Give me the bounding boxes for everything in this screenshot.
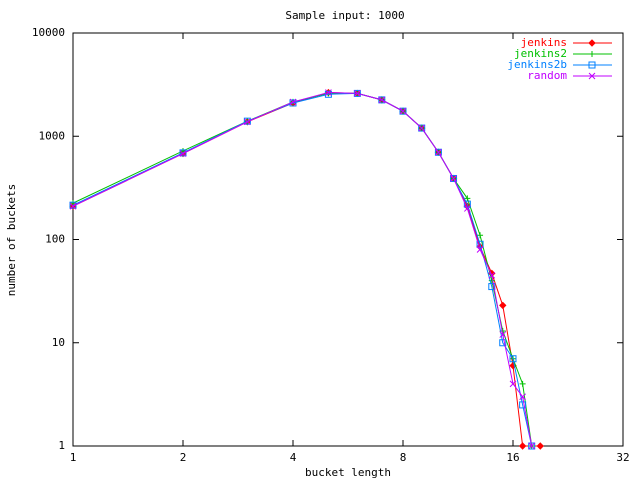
marker xyxy=(488,283,496,291)
marker xyxy=(399,107,407,115)
plot-border xyxy=(72,32,624,447)
series-line xyxy=(72,92,541,447)
y-axis-label: number of buckets xyxy=(5,184,18,297)
marker xyxy=(418,124,426,132)
marker xyxy=(450,174,458,182)
marker xyxy=(509,380,517,388)
marker xyxy=(519,393,526,401)
marker xyxy=(69,202,77,210)
marker xyxy=(399,107,407,115)
x-tick-label: 4 xyxy=(290,451,297,464)
marker xyxy=(463,200,471,208)
marker xyxy=(499,331,507,338)
marker xyxy=(488,271,496,279)
marker xyxy=(528,442,536,450)
marker xyxy=(588,61,596,69)
marker xyxy=(499,339,507,347)
marker xyxy=(519,401,527,409)
y-tick-label: 1 xyxy=(58,439,65,452)
series-line xyxy=(72,92,533,447)
marker xyxy=(476,240,484,248)
marker xyxy=(324,90,332,98)
marker xyxy=(243,118,251,126)
x-tick-label: 2 xyxy=(180,451,187,464)
marker xyxy=(353,90,361,97)
marker xyxy=(588,39,596,47)
y-tick-label: 100 xyxy=(45,233,65,246)
x-tick-label: 32 xyxy=(616,451,629,464)
marker xyxy=(463,205,471,212)
marker xyxy=(243,117,251,125)
marker xyxy=(477,232,484,239)
y-tick-label: 1000 xyxy=(39,129,66,142)
marker xyxy=(450,175,457,182)
marker xyxy=(519,380,526,387)
chart-title: Sample input: 1000 xyxy=(285,9,404,22)
marker xyxy=(378,96,386,104)
x-tick-label: 16 xyxy=(506,451,519,464)
marker xyxy=(589,51,595,57)
marker xyxy=(378,96,386,104)
marker xyxy=(179,149,187,157)
x-tick-label: 8 xyxy=(400,451,407,464)
series-line xyxy=(72,92,533,447)
marker xyxy=(518,442,527,450)
marker xyxy=(536,442,544,450)
marker xyxy=(179,150,187,157)
legend-label: jenkins2 xyxy=(514,47,567,60)
y-tick-label: 10000 xyxy=(32,26,65,39)
marker xyxy=(464,195,471,202)
marker xyxy=(418,124,426,132)
marker xyxy=(325,89,332,96)
marker xyxy=(289,98,297,106)
legend-label: jenkins2b xyxy=(507,58,567,71)
x-axis-label: bucket length xyxy=(305,466,391,479)
legend-label: jenkins xyxy=(521,36,567,49)
y-tick-label: 10 xyxy=(52,336,65,349)
marker xyxy=(499,301,507,310)
marker xyxy=(528,442,536,450)
marker xyxy=(435,148,442,156)
marker xyxy=(434,148,442,156)
marker xyxy=(476,246,484,253)
legend-label: random xyxy=(527,69,567,82)
series-line xyxy=(72,92,533,447)
x-tick-label: 1 xyxy=(70,451,77,464)
marker xyxy=(509,355,517,363)
marker xyxy=(588,72,596,80)
